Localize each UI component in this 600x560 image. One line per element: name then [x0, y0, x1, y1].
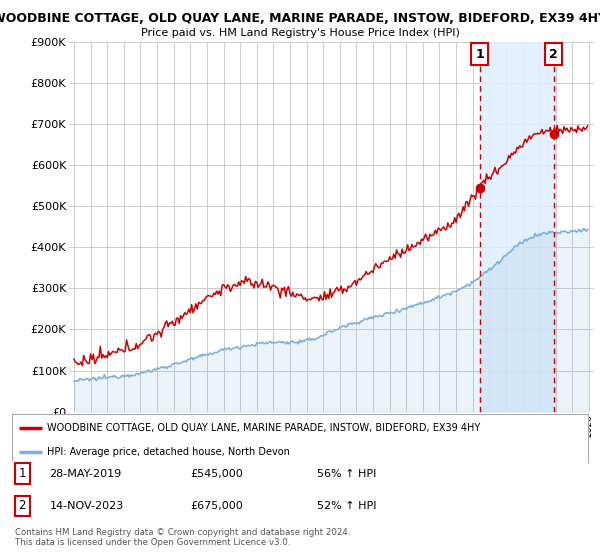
Bar	[479, 42, 554, 412]
Text: 2: 2	[549, 48, 558, 61]
Text: £675,000: £675,000	[191, 501, 244, 511]
Text: HPI: Average price, detached house, North Devon: HPI: Average price, detached house, Nort…	[47, 446, 289, 456]
Text: 1: 1	[19, 467, 26, 480]
Text: 1: 1	[475, 48, 484, 61]
Text: 28-MAY-2019: 28-MAY-2019	[49, 469, 122, 479]
Text: £545,000: £545,000	[191, 469, 244, 479]
Text: WOODBINE COTTAGE, OLD QUAY LANE, MARINE PARADE, INSTOW, BIDEFORD, EX39 4HY: WOODBINE COTTAGE, OLD QUAY LANE, MARINE …	[47, 423, 480, 433]
Text: WOODBINE COTTAGE, OLD QUAY LANE, MARINE PARADE, INSTOW, BIDEFORD, EX39 4HY: WOODBINE COTTAGE, OLD QUAY LANE, MARINE …	[0, 12, 600, 25]
Text: Contains HM Land Registry data © Crown copyright and database right 2024.
This d: Contains HM Land Registry data © Crown c…	[15, 528, 350, 547]
Text: 52% ↑ HPI: 52% ↑ HPI	[317, 501, 377, 511]
Text: 56% ↑ HPI: 56% ↑ HPI	[317, 469, 377, 479]
Text: 2: 2	[19, 499, 26, 512]
Text: Price paid vs. HM Land Registry's House Price Index (HPI): Price paid vs. HM Land Registry's House …	[140, 28, 460, 38]
Text: 14-NOV-2023: 14-NOV-2023	[49, 501, 124, 511]
